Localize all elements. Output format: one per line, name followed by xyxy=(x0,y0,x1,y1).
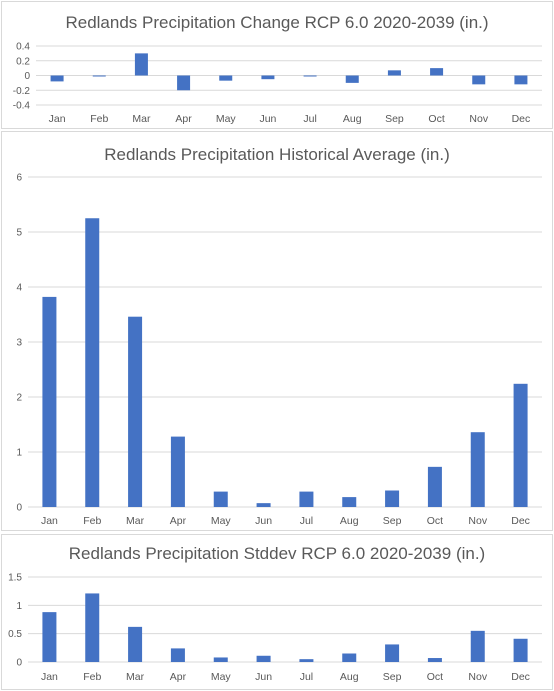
chart-panel-precipitation-change: Redlands Precipitation Change RCP 6.0 20… xyxy=(1,1,553,129)
x-tick-label: Apr xyxy=(175,113,192,125)
bar-oct xyxy=(430,68,444,76)
y-tick-label: 0 xyxy=(16,503,22,514)
bar-jun xyxy=(261,75,275,80)
bar-jun xyxy=(256,503,271,507)
chart-stddev: Redlands Precipitation Stddev RCP 6.0 20… xyxy=(8,544,542,683)
y-tick-label: 0.4 xyxy=(16,42,30,53)
bar-dec xyxy=(513,638,528,662)
bar-aug xyxy=(342,497,357,507)
bar-apr xyxy=(177,75,191,91)
bar-aug xyxy=(342,653,357,662)
bar-jan xyxy=(50,75,64,82)
x-tick-label: Mar xyxy=(126,515,145,527)
bar-jan xyxy=(42,296,57,507)
bar-mar xyxy=(134,53,148,76)
y-tick-label: -0.4 xyxy=(13,101,31,112)
y-tick-label: -0.2 xyxy=(13,86,31,97)
bar-oct xyxy=(427,466,442,507)
bar-jul xyxy=(299,491,314,507)
bar-jul xyxy=(303,75,317,77)
bar-feb xyxy=(92,75,106,77)
bar-sep xyxy=(385,644,400,662)
x-tick-label: Aug xyxy=(340,515,359,527)
x-tick-label: Mar xyxy=(132,113,151,125)
y-tick-label: 4 xyxy=(16,283,22,294)
bar-nov xyxy=(470,630,485,662)
x-tick-label: Dec xyxy=(512,113,531,125)
y-tick-label: 0 xyxy=(24,71,30,82)
x-tick-label: Oct xyxy=(427,671,443,683)
bar-dec xyxy=(514,75,528,85)
x-tick-label: Sep xyxy=(383,515,402,527)
y-tick-label: 5 xyxy=(16,228,22,239)
x-tick-label: Jul xyxy=(300,671,313,683)
bar-aug xyxy=(345,75,359,83)
x-tick-label: Nov xyxy=(468,671,487,683)
chart-title: Redlands Precipitation Change RCP 6.0 20… xyxy=(65,13,488,32)
y-tick-label: 2 xyxy=(16,393,22,404)
y-tick-label: 6 xyxy=(16,173,22,184)
x-tick-label: Dec xyxy=(511,515,530,527)
bar-jul xyxy=(299,659,314,662)
x-tick-label: May xyxy=(211,671,232,683)
bar-feb xyxy=(85,218,100,507)
x-tick-label: Nov xyxy=(468,515,487,527)
y-tick-label: 0 xyxy=(16,658,22,669)
x-tick-label: Nov xyxy=(469,113,488,125)
bar-may xyxy=(213,491,228,507)
x-tick-label: Mar xyxy=(126,671,145,683)
x-tick-label: Jan xyxy=(41,671,58,683)
y-tick-label: 0.2 xyxy=(16,56,30,67)
x-tick-label: Apr xyxy=(170,671,187,683)
chart-panel-historical-average: Redlands Precipitation Historical Averag… xyxy=(1,131,553,531)
x-tick-label: Sep xyxy=(385,113,404,125)
x-tick-label: Aug xyxy=(340,671,359,683)
x-tick-label: Oct xyxy=(427,515,443,527)
x-tick-label: Jun xyxy=(255,515,272,527)
x-tick-label: Feb xyxy=(83,671,101,683)
chart-title: Redlands Precipitation Stddev RCP 6.0 20… xyxy=(69,544,485,563)
y-tick-label: 1 xyxy=(16,601,22,612)
x-tick-label: Feb xyxy=(83,515,101,527)
x-tick-label: Dec xyxy=(511,671,530,683)
bar-nov xyxy=(472,75,486,85)
x-tick-label: Jan xyxy=(41,515,58,527)
bar-feb xyxy=(85,593,100,662)
bar-sep xyxy=(387,70,401,76)
chart-historical-average: Redlands Precipitation Historical Averag… xyxy=(16,145,542,527)
bar-jun xyxy=(256,655,271,662)
chart-title: Redlands Precipitation Historical Averag… xyxy=(104,145,450,164)
x-tick-label: Jul xyxy=(303,113,316,125)
x-tick-label: Sep xyxy=(383,671,402,683)
y-tick-label: 1 xyxy=(16,448,22,459)
x-tick-label: Jun xyxy=(255,671,272,683)
bar-mar xyxy=(128,316,143,507)
x-tick-label: Oct xyxy=(428,113,444,125)
y-tick-label: 1.5 xyxy=(8,573,22,584)
x-tick-label: Jul xyxy=(300,515,313,527)
bar-may xyxy=(213,657,228,662)
x-tick-label: May xyxy=(211,515,232,527)
chart-precipitation-change: Redlands Precipitation Change RCP 6.0 20… xyxy=(13,13,542,125)
bar-apr xyxy=(170,648,185,662)
bar-apr xyxy=(170,436,185,507)
x-tick-label: Jun xyxy=(259,113,276,125)
y-tick-label: 3 xyxy=(16,338,22,349)
y-tick-label: 0.5 xyxy=(8,629,22,640)
bar-sep xyxy=(385,490,400,507)
chart-panel-stddev: Redlands Precipitation Stddev RCP 6.0 20… xyxy=(1,534,553,690)
bar-oct xyxy=(427,658,442,662)
x-tick-label: May xyxy=(216,113,237,125)
x-tick-label: Apr xyxy=(170,515,187,527)
bar-nov xyxy=(470,432,485,507)
x-tick-label: Aug xyxy=(343,113,362,125)
x-tick-label: Feb xyxy=(90,113,108,125)
x-tick-label: Jan xyxy=(49,113,66,125)
bar-may xyxy=(219,75,233,81)
bar-jan xyxy=(42,612,57,662)
bar-mar xyxy=(128,626,143,662)
bar-dec xyxy=(513,383,528,507)
